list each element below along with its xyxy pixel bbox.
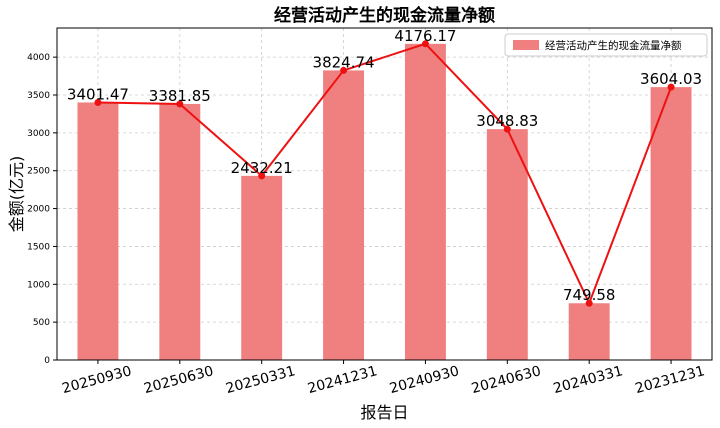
y-axis-ticks: 0 500 1000 1500 2000 2500 3000 3500 4000 (27, 53, 57, 366)
line-point (94, 98, 102, 106)
trend-line-path (97, 42, 672, 306)
x-tick-label: 20231231 (634, 363, 707, 397)
y-tick-label: 1500 (27, 242, 50, 252)
x-tick-label: 20240331 (552, 363, 625, 397)
y-tick-label: 4000 (27, 53, 50, 63)
bar (650, 87, 692, 361)
data-label: 3401.47 (67, 85, 129, 103)
legend-box (504, 33, 708, 57)
data-label: 3604.03 (640, 70, 702, 88)
bar (77, 102, 119, 360)
y-tick-label: 3500 (27, 91, 50, 101)
line-point (176, 100, 184, 108)
y-tick-label: 2500 (27, 167, 50, 177)
data-label: 749.58 (563, 286, 616, 304)
bar (568, 303, 610, 360)
x-tick-label: 20241231 (306, 363, 379, 397)
x-tick-label: 20240630 (470, 363, 543, 397)
trend-line (94, 40, 675, 307)
legend: 经营活动产生的现金流量净额 (504, 33, 708, 57)
bars (77, 43, 692, 361)
y-tick-label: 3000 (27, 129, 50, 139)
line-point (421, 40, 429, 48)
data-label: 4176.17 (394, 27, 456, 45)
y-axis-label: 金额(亿元) (7, 156, 26, 233)
grid (57, 28, 712, 361)
data-label: 3381.85 (149, 87, 211, 105)
data-label: 3824.74 (313, 53, 375, 71)
legend-swatch (513, 40, 539, 50)
plot-frame (56, 27, 713, 361)
y-tick-label: 0 (44, 356, 50, 366)
line-point (258, 172, 266, 180)
line-point (340, 66, 348, 74)
data-label: 3048.83 (476, 112, 538, 130)
line-point (503, 125, 511, 133)
bar (323, 70, 365, 361)
line-point (585, 299, 593, 307)
data-labels: 3401.47 3381.85 2432.21 3824.74 4176.17 3048.… (67, 27, 702, 304)
bar (159, 103, 201, 361)
x-tick-label: 20250331 (224, 363, 297, 397)
line-point (667, 83, 675, 91)
y-tick-label: 1000 (27, 280, 50, 290)
y-tick-label: 2000 (27, 205, 50, 215)
bar (486, 129, 528, 360)
data-label: 2432.21 (231, 159, 293, 177)
legend-label: 经营活动产生的现金流量净额 (545, 39, 682, 52)
bar (241, 175, 283, 360)
bar (404, 43, 446, 361)
x-axis-label: 报告日 (360, 403, 408, 422)
x-axis-ticks: 20250930 20250630 20250331 20241231 20240930… (60, 360, 707, 397)
x-tick-label: 20250630 (142, 363, 215, 397)
x-tick-label: 20240930 (388, 363, 461, 397)
y-tick-label: 500 (33, 318, 50, 328)
x-tick-label: 20250930 (60, 363, 133, 397)
chart-title: 经营活动产生的现金流量净额 (274, 5, 495, 26)
